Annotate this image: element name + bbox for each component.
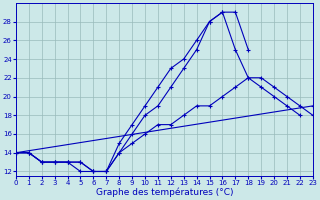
X-axis label: Graphe des températures (°C): Graphe des températures (°C) (96, 188, 233, 197)
